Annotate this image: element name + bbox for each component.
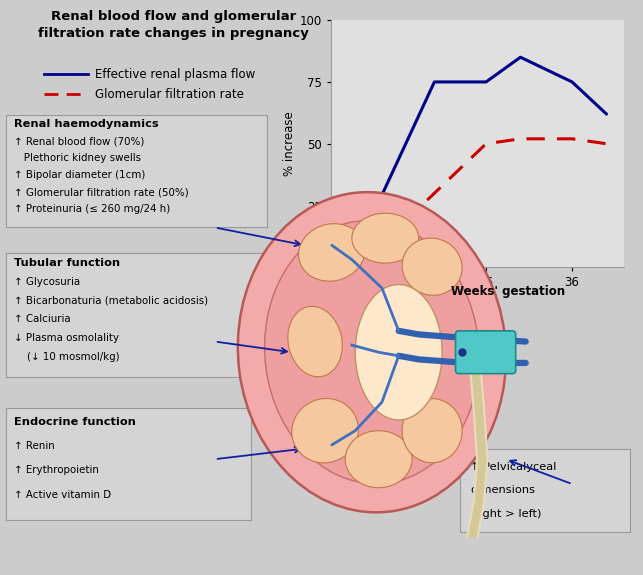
Text: ↑ Glomerular filtration rate (50%): ↑ Glomerular filtration rate (50%) xyxy=(14,187,189,197)
Ellipse shape xyxy=(238,192,506,512)
Text: Glomerular filtration rate: Glomerular filtration rate xyxy=(95,88,244,101)
Y-axis label: % increase: % increase xyxy=(283,112,296,176)
Ellipse shape xyxy=(288,306,342,377)
Ellipse shape xyxy=(402,238,462,296)
Text: (↓ 10 mosmol/kg): (↓ 10 mosmol/kg) xyxy=(14,352,120,362)
Text: Renal haemodynamics: Renal haemodynamics xyxy=(14,120,159,129)
Text: ↑ Glycosuria: ↑ Glycosuria xyxy=(14,277,80,287)
Text: (right > left): (right > left) xyxy=(470,508,541,519)
Ellipse shape xyxy=(292,398,358,463)
Ellipse shape xyxy=(402,398,462,463)
Text: Tubular function: Tubular function xyxy=(14,258,120,269)
Text: ↑ Renal blood flow (70%): ↑ Renal blood flow (70%) xyxy=(14,136,145,146)
Text: Endocrine function: Endocrine function xyxy=(14,417,136,427)
Ellipse shape xyxy=(355,285,442,420)
Text: ↑ Calciuria: ↑ Calciuria xyxy=(14,315,71,324)
Text: ↑ Bipolar diameter (1cm): ↑ Bipolar diameter (1cm) xyxy=(14,170,145,181)
Text: Renal blood flow and glomerular
filtration rate changes in pregnancy: Renal blood flow and glomerular filtrati… xyxy=(38,10,309,40)
Ellipse shape xyxy=(298,224,365,281)
Text: ↑ Erythropoietin: ↑ Erythropoietin xyxy=(14,465,98,476)
Text: dimensions: dimensions xyxy=(470,485,535,495)
Text: ↑ Active vitamin D: ↑ Active vitamin D xyxy=(14,490,111,500)
Text: ↑ Bicarbonaturia (metabolic acidosis): ↑ Bicarbonaturia (metabolic acidosis) xyxy=(14,296,208,306)
Ellipse shape xyxy=(264,221,479,484)
Text: ↓ Plasma osmolality: ↓ Plasma osmolality xyxy=(14,334,120,343)
Text: Weeks' gestation: Weeks' gestation xyxy=(451,285,565,298)
Ellipse shape xyxy=(345,431,412,488)
FancyBboxPatch shape xyxy=(455,331,516,374)
Text: ↑ Proteinuria (≤ 260 mg/24 h): ↑ Proteinuria (≤ 260 mg/24 h) xyxy=(14,204,170,214)
Text: ↑ Renin: ↑ Renin xyxy=(14,441,55,451)
Text: Plethoric kidney swells: Plethoric kidney swells xyxy=(14,154,141,163)
Ellipse shape xyxy=(352,213,419,263)
Text: ↑ Pelvicalyceal: ↑ Pelvicalyceal xyxy=(470,462,556,472)
Text: Effective renal plasma flow: Effective renal plasma flow xyxy=(95,68,255,81)
